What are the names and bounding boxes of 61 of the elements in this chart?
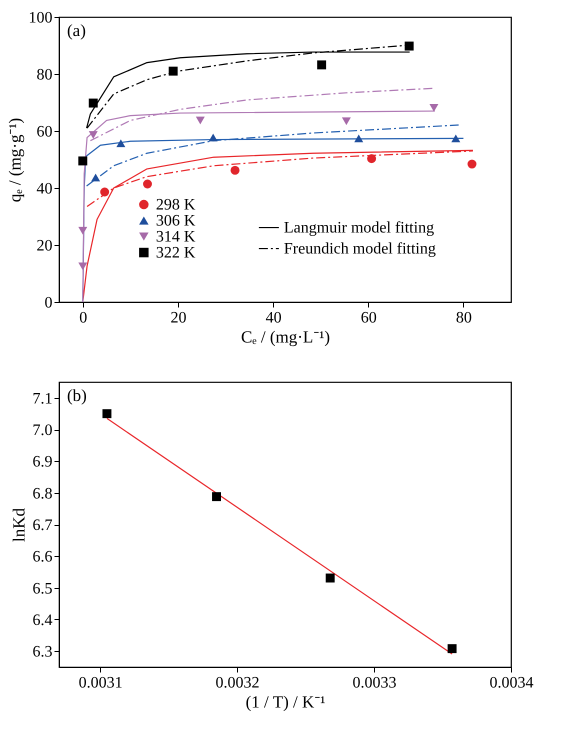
y-tick-label: 7.1 <box>32 390 52 408</box>
point <box>326 574 335 582</box>
y-tick-label: 6.4 <box>32 612 52 629</box>
y-tick-label: 6.5 <box>32 580 52 598</box>
point <box>143 180 152 188</box>
y-tick-label: 6.6 <box>32 548 52 566</box>
x-tick-label: 80 <box>456 310 472 326</box>
point <box>354 134 364 142</box>
annotation: (a) <box>67 21 86 40</box>
y-tick-label: 0 <box>44 294 52 312</box>
point <box>88 131 98 139</box>
x-tick-label: 0.0032 <box>216 674 260 692</box>
point <box>317 60 326 70</box>
point <box>102 409 112 418</box>
point <box>448 644 457 654</box>
point <box>91 174 100 182</box>
point <box>100 188 110 196</box>
y-tick-label: 80 <box>36 66 52 84</box>
y-tick-label: 100 <box>28 10 52 26</box>
point <box>88 98 98 108</box>
y-axis-title: qₑ / (mg·g⁻¹) <box>6 118 24 202</box>
point <box>78 262 88 270</box>
x-axis-title: (1 / T) / K⁻¹ <box>246 692 326 712</box>
point <box>342 117 351 126</box>
y-tick-label: 20 <box>36 238 52 254</box>
legend-label: Freundich model fitting <box>284 240 436 258</box>
legend-label: 314 K <box>156 228 196 246</box>
legend-label: 322 K <box>156 244 196 262</box>
point <box>468 160 476 169</box>
x-tick-label: 40 <box>266 310 282 326</box>
point <box>168 66 178 76</box>
point <box>208 134 218 142</box>
y-tick-label: 7.0 <box>32 422 52 439</box>
y-tick-label: 6.7 <box>32 517 52 534</box>
x-tick-label: 20 <box>170 310 186 326</box>
x-axis-title: Cₑ / (mg·L⁻¹) <box>240 328 330 346</box>
point <box>78 156 88 166</box>
y-tick-label: 6.3 <box>32 644 52 661</box>
y-tick-label: 6.8 <box>32 485 52 502</box>
y-tick-label: 40 <box>36 180 52 198</box>
x-tick-label: 0.0033 <box>352 674 397 692</box>
point <box>451 134 460 142</box>
y-axis-title: lnKd <box>10 508 28 542</box>
x-tick-label: 60 <box>360 310 377 326</box>
point <box>196 116 205 124</box>
y-tick-label: 6.9 <box>32 454 52 471</box>
point <box>230 166 240 175</box>
annotation: (b) <box>67 386 87 405</box>
legend-label: 298 K <box>156 196 196 214</box>
legend-label: Langmuir model fitting <box>284 220 434 237</box>
legend-label: 306 K <box>156 212 196 230</box>
point <box>429 104 438 112</box>
point <box>116 139 126 148</box>
y-tick-label: 60 <box>36 124 52 140</box>
point <box>367 154 376 164</box>
point <box>404 42 414 51</box>
point <box>212 492 221 502</box>
x-tick-label: 0.0034 <box>490 674 534 692</box>
x-tick-label: 0.0031 <box>78 674 123 692</box>
x-tick-label: 0 <box>79 310 88 326</box>
point <box>78 226 88 235</box>
